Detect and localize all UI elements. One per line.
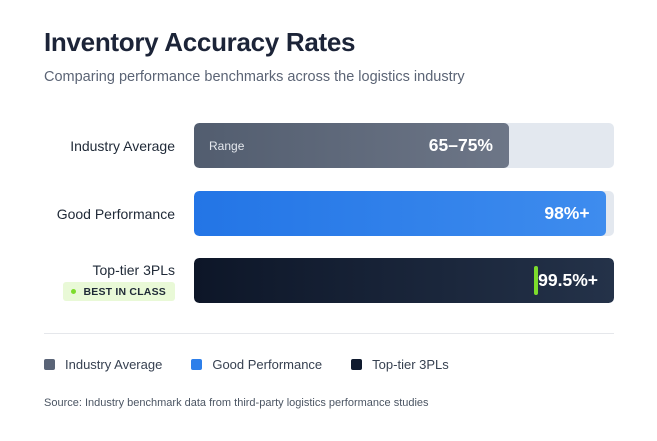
bar-industry-average: Range 65–75%: [194, 123, 509, 168]
chart-legend: Industry Average Good Performance Top-ti…: [44, 357, 449, 372]
bar-label-top-tier: Top-tier 3PLs: [92, 262, 175, 278]
range-tag: Range: [209, 139, 245, 153]
bar-value-good-performance: 98%+: [544, 203, 590, 223]
best-in-class-badge: BEST IN CLASS: [63, 282, 175, 301]
best-in-class-marker: [534, 266, 539, 295]
bar-label-good-performance: Good Performance: [56, 206, 175, 222]
bar-row-good-performance: Good Performance 98%+: [0, 191, 657, 237]
legend-swatch-industry-average: [44, 359, 55, 370]
legend-divider: [44, 333, 614, 334]
legend-swatch-good-performance: [191, 359, 203, 370]
legend-swatch-top-tier: [351, 359, 363, 370]
chart-title: Inventory Accuracy Rates: [44, 27, 356, 57]
legend-item-industry-average: Industry Average: [44, 357, 162, 372]
badge-dot-icon: [71, 289, 77, 294]
bar-good-performance: 98%+: [194, 191, 606, 236]
bar-track-industry-average: Range 65–75%: [194, 123, 614, 168]
badge-label: BEST IN CLASS: [83, 285, 166, 298]
bar-top-tier: 99.5%+: [194, 258, 614, 303]
bar-label-industry-average: Industry Average: [70, 138, 175, 154]
bar-row-top-tier: Top-tier 3PLs BEST IN CLASS 99.5%+: [0, 258, 657, 304]
legend-label-good-performance: Good Performance: [212, 357, 323, 372]
chart-subtitle: Comparing performance benchmarks across …: [44, 69, 465, 85]
legend-item-good-performance: Good Performance: [191, 357, 322, 372]
legend-item-top-tier: Top-tier 3PLs: [351, 357, 449, 372]
bar-value-top-tier: 99.5%+: [538, 270, 598, 290]
bar-track-good-performance: 98%+: [194, 191, 614, 236]
bar-row-industry-average: Industry Average Range 65–75%: [0, 123, 657, 169]
legend-label-top-tier: Top-tier 3PLs: [372, 357, 449, 372]
legend-label-industry-average: Industry Average: [65, 357, 163, 372]
bar-value-industry-average: 65–75%: [428, 135, 493, 155]
bar-track-top-tier: 99.5%+: [194, 258, 614, 303]
source-note: Source: Industry benchmark data from thi…: [44, 397, 429, 409]
